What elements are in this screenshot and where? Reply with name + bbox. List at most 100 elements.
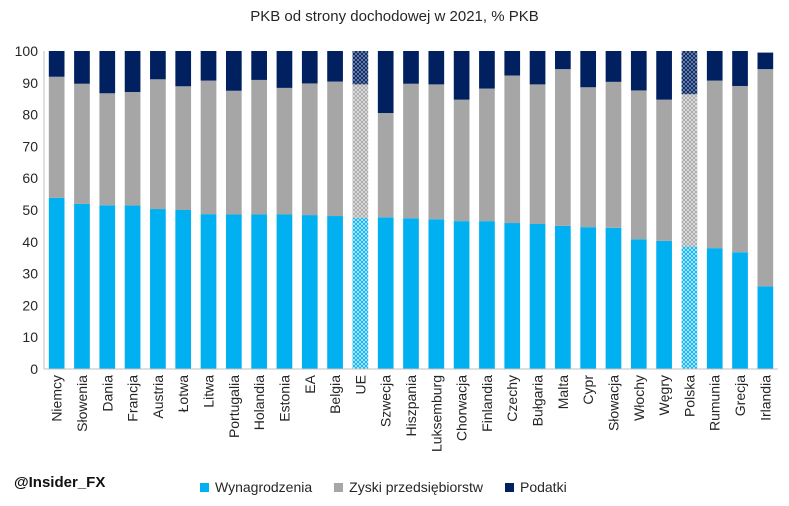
bar-szwecja-wynagrodzenia [377, 217, 394, 369]
bar-chorwacja-zyski-przedsiebiorstw [453, 99, 470, 222]
stacked-bar-chart: 0 10 20 30 40 50 60 70 80 90 100 Niemcy Słowenia Dan… [15, 43, 778, 452]
y-tick-label: 30 [22, 266, 38, 282]
x-tick-label: Niemcy [49, 375, 65, 422]
bar-wegry-wynagrodzenia [656, 240, 672, 369]
bar-rumunia-podatki [706, 51, 723, 81]
bar-francja-zyski-przedsiebiorstw [124, 92, 141, 206]
bar-wlochy-zyski-przedsiebiorstw [630, 90, 647, 240]
bar-ea-zyski-przedsiebiorstw [301, 83, 318, 216]
bar-ue-zyski-przedsiebiorstw [352, 84, 369, 218]
bar-belgia-wynagrodzenia [327, 216, 343, 369]
legend-swatch-zyski [334, 482, 344, 492]
bar-ue-podatki [352, 51, 369, 85]
bar-austria-zyski-przedsiebiorstw [150, 79, 166, 210]
x-tick-label: Estonia [276, 375, 292, 422]
bar-grecja-zyski-przedsiebiorstw [732, 85, 748, 253]
x-tick-label: Malta [555, 375, 571, 409]
x-tick-label: Luksemburg [428, 375, 444, 452]
bar-estonia-podatki [276, 51, 293, 88]
bar-holandia-zyski-przedsiebiorstw [251, 79, 267, 215]
x-tick-label: Austria [150, 375, 166, 419]
legend-label-wynagrodzenia: Wynagrodzenia [215, 479, 313, 495]
bar-holandia-podatki [251, 51, 267, 80]
y-tick-label: 70 [22, 138, 38, 154]
bar-portugalia-podatki [225, 51, 242, 91]
x-tick-label: Holandia [251, 375, 267, 430]
y-tick-label: 10 [22, 329, 38, 345]
x-tick-label: Szwecja [378, 375, 394, 427]
bar-hiszpania-wynagrodzenia [403, 218, 419, 369]
bar-slowenia-zyski-przedsiebiorstw [74, 83, 90, 204]
bars [48, 51, 774, 369]
y-tick-label: 60 [22, 170, 38, 186]
bar-francja-podatki [124, 51, 141, 93]
x-tick-label: Dania [99, 375, 115, 412]
bar-austria-podatki [150, 51, 166, 80]
bar-malta-wynagrodzenia [555, 225, 571, 369]
bar-czechy-zyski-przedsiebiorstw [504, 75, 521, 224]
x-tick-label: Rumunia [707, 375, 723, 431]
bar-chorwacja-wynagrodzenia [453, 221, 470, 369]
bar-wegry-podatki [656, 51, 672, 100]
bar-bulgaria-zyski-przedsiebiorstw [529, 84, 546, 224]
bar-dania-wynagrodzenia [99, 205, 116, 369]
bar-luksemburg-zyski-przedsiebiorstw [428, 84, 445, 220]
bar-grecja-wynagrodzenia [732, 252, 748, 369]
bar-czechy-podatki [504, 51, 521, 76]
bar-irlandia-wynagrodzenia [757, 286, 774, 369]
x-tick-label: Słowacja [605, 375, 621, 431]
bar-bulgaria-podatki [529, 51, 546, 85]
y-tick-label: 0 [30, 361, 38, 377]
x-tick-label: Łotwa [175, 375, 191, 413]
bar-slowacja-podatki [605, 51, 622, 82]
bar-litwa-wynagrodzenia [200, 214, 217, 369]
legend-swatch-wynagrodzenia [200, 482, 209, 492]
x-tick-label: UE [352, 375, 368, 394]
bar-lotwa-zyski-przedsiebiorstw [175, 86, 192, 210]
x-tick-label: Polska [681, 375, 697, 417]
x-tick-label: Grecja [732, 375, 748, 416]
bar-bulgaria-wynagrodzenia [529, 223, 546, 369]
bar-polska-zyski-przedsiebiorstw [681, 94, 698, 247]
x-tick-label: Chorwacja [454, 375, 470, 441]
x-tick-label: Belgia [327, 375, 343, 414]
x-tick-label: Węgry [656, 375, 672, 415]
bar-grecja-podatki [732, 51, 748, 86]
legend-label-zyski: Zyski przedsiębiorstw [349, 479, 483, 495]
bar-szwecja-zyski-przedsiebiorstw [377, 113, 394, 218]
bar-rumunia-wynagrodzenia [706, 248, 723, 369]
legend: Wynagrodzenia Zyski przedsiębiorstw Poda… [200, 479, 567, 495]
bar-rumunia-zyski-przedsiebiorstw [706, 80, 723, 249]
bar-austria-wynagrodzenia [150, 209, 166, 369]
legend-swatch-podatki [504, 482, 514, 492]
bar-cypr-wynagrodzenia [580, 227, 597, 369]
bar-niemcy-zyski-przedsiebiorstw [48, 76, 65, 198]
bar-finlandia-zyski-przedsiebiorstw [479, 88, 495, 222]
bar-holandia-wynagrodzenia [251, 214, 267, 369]
bar-slowacja-zyski-przedsiebiorstw [605, 81, 622, 228]
y-tick-label: 80 [22, 107, 38, 123]
bar-polska-podatki [681, 51, 698, 95]
bar-wegry-zyski-przedsiebiorstw [656, 99, 672, 241]
bar-francja-wynagrodzenia [124, 205, 141, 369]
y-tick-label: 40 [22, 234, 38, 250]
x-tick-label: EA [302, 374, 318, 393]
x-tick-label: Finlandia [479, 375, 495, 432]
legend-item-zyski: Zyski przedsiębiorstw [334, 479, 483, 495]
bar-cypr-podatki [580, 51, 597, 88]
x-axis: Niemcy Słowenia Dania Francja Austria Łotwa Li… [44, 368, 778, 452]
bar-niemcy-wynagrodzenia [48, 197, 65, 369]
bar-malta-zyski-przedsiebiorstw [555, 69, 571, 226]
bar-estonia-wynagrodzenia [276, 214, 293, 369]
bar-estonia-zyski-przedsiebiorstw [276, 87, 293, 215]
bar-portugalia-zyski-przedsiebiorstw [225, 90, 242, 215]
bar-polska-wynagrodzenia [681, 246, 698, 369]
x-tick-label: Francja [125, 375, 141, 422]
bar-cypr-zyski-przedsiebiorstw [580, 87, 597, 228]
bar-slowenia-wynagrodzenia [74, 203, 90, 369]
bar-lotwa-podatki [175, 51, 192, 87]
bar-luksemburg-wynagrodzenia [428, 219, 445, 369]
bar-czechy-wynagrodzenia [504, 223, 521, 369]
bar-lotwa-wynagrodzenia [175, 210, 192, 369]
y-tick-label: 50 [22, 202, 38, 218]
